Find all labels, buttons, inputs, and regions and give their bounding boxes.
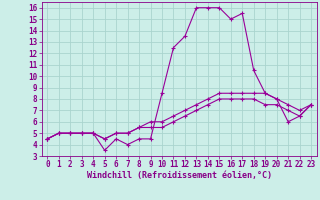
X-axis label: Windchill (Refroidissement éolien,°C): Windchill (Refroidissement éolien,°C) [87,171,272,180]
